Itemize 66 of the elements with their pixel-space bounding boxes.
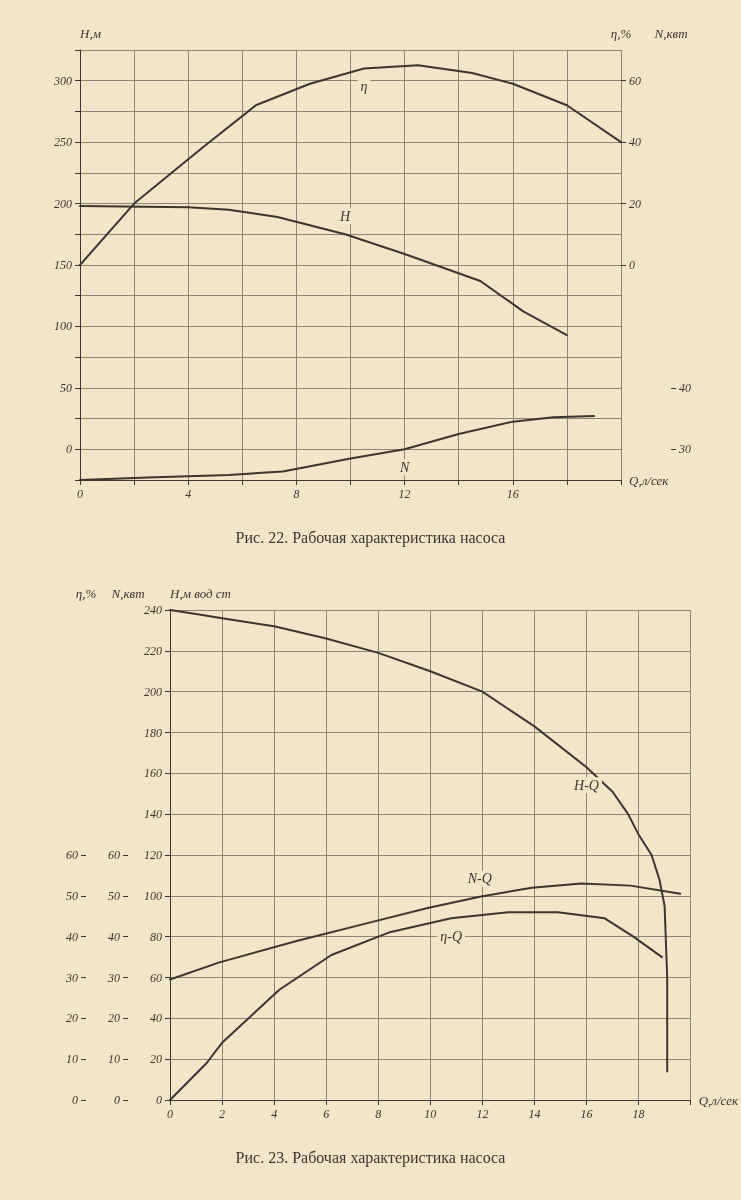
y-tick-label: 160 <box>144 766 162 781</box>
x-tick-label: 14 <box>528 1107 541 1121</box>
y2-tick-label: 10 <box>108 1052 120 1067</box>
series-label: H-Q <box>573 777 599 793</box>
x-tick-label: 8 <box>375 1107 382 1121</box>
x-tick-label: 18 <box>632 1107 645 1121</box>
y2-tick-label: 0 <box>629 258 635 272</box>
x-tick-label: 12 <box>398 487 411 501</box>
x-tick-label: 12 <box>476 1107 489 1121</box>
y-tick-label: 100 <box>144 888 162 903</box>
series-label: η <box>360 78 368 94</box>
text: Рис. 23. Рабочая характеристика насоса <box>235 1148 506 1167</box>
y-tick-label: 240 <box>144 603 162 617</box>
y-tick-label: 250 <box>54 135 72 150</box>
y-tick-label: 50 <box>60 380 72 395</box>
x-tick-label: 4 <box>271 1107 278 1121</box>
y-tick-label: 40 <box>150 1011 162 1026</box>
x-tick-label: 6 <box>323 1107 330 1121</box>
y-tick-label: 300 <box>53 73 72 88</box>
y2-tick-label: 20 <box>629 196 641 211</box>
y-tick-label: 150 <box>54 258 72 272</box>
y3-tick-label: 10 <box>66 1052 78 1067</box>
series-label: η-Q <box>440 928 462 944</box>
y2-axis-title: η,% <box>610 26 632 41</box>
y2-tick-label: 60 <box>108 848 120 862</box>
y3-axis-title: N,квт <box>653 26 688 41</box>
y-tick-label: 100 <box>54 319 72 334</box>
series-label: H <box>339 208 352 224</box>
y-tick-label: 200 <box>54 196 72 211</box>
y-tick-label: 180 <box>144 725 162 740</box>
y-axis-title: H,м вод ст <box>169 586 231 601</box>
y-tick-label: 0 <box>66 442 72 457</box>
series-label: N <box>398 459 410 475</box>
x-tick-label: 8 <box>293 487 300 501</box>
x-tick-label: 0 <box>77 487 83 501</box>
y-tick-label: 20 <box>150 1052 162 1067</box>
y2-tick-label: 40 <box>108 929 120 944</box>
y3-axis-title: N,квт <box>110 586 145 601</box>
x-tick-label: 10 <box>424 1107 437 1121</box>
x-tick-label: 2 <box>219 1107 226 1121</box>
y-tick-label: 140 <box>144 807 162 822</box>
x-tick-label: 16 <box>506 487 519 501</box>
text: Рис. 22. Рабочая характеристика насоса <box>235 528 506 547</box>
series-label: N-Q <box>466 871 492 887</box>
y-tick-label: 0 <box>156 1093 162 1107</box>
y2-tick-label: 0 <box>114 1093 120 1107</box>
y2-tick-label: 20 <box>108 1011 120 1026</box>
x-tick-label: 16 <box>580 1107 593 1121</box>
y2-tick-label: 40 <box>629 135 641 150</box>
x-tick-label: 0 <box>167 1107 173 1121</box>
y3-tick-label: 40 <box>679 380 691 395</box>
y3-tick-label: 30 <box>65 970 78 985</box>
y2-axis-title: η,% <box>75 586 97 601</box>
y-tick-label: 200 <box>144 684 162 699</box>
y2-tick-label: 50 <box>108 888 120 903</box>
y-tick-label: 220 <box>144 643 162 658</box>
y3-tick-label: 30 <box>678 442 691 457</box>
y-tick-label: 80 <box>150 929 162 944</box>
y-tick-label: 120 <box>144 848 162 862</box>
x-axis-title: Q,л/сек <box>629 472 670 488</box>
x-tick-label: 4 <box>185 487 192 501</box>
x-axis-title: Q,л/сек <box>698 1092 739 1108</box>
y2-tick-label: 60 <box>629 73 641 88</box>
y-tick-label: 60 <box>150 970 162 985</box>
y-axis-title: H,м <box>79 26 101 41</box>
y2-tick-label: 30 <box>107 970 120 985</box>
